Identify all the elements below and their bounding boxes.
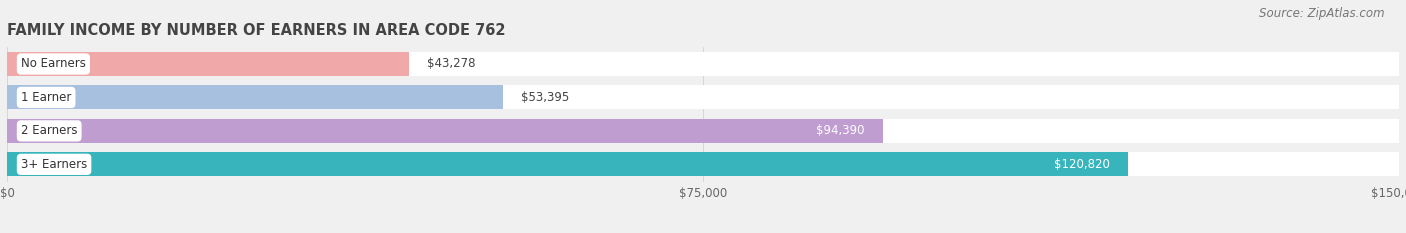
Text: 1 Earner: 1 Earner [21,91,72,104]
Bar [7,52,409,76]
Bar [7,119,883,143]
Text: $43,278: $43,278 [427,58,475,71]
Text: $53,395: $53,395 [522,91,569,104]
Text: FAMILY INCOME BY NUMBER OF EARNERS IN AREA CODE 762: FAMILY INCOME BY NUMBER OF EARNERS IN AR… [7,24,506,38]
Text: No Earners: No Earners [21,58,86,71]
Text: Source: ZipAtlas.com: Source: ZipAtlas.com [1260,7,1385,20]
Bar [7,152,1128,176]
Text: 3+ Earners: 3+ Earners [21,158,87,171]
Text: $94,390: $94,390 [815,124,865,137]
Bar [7,152,1399,176]
Bar [7,86,502,110]
Text: 2 Earners: 2 Earners [21,124,77,137]
Bar [7,52,1399,76]
Bar [7,119,1399,143]
Text: $120,820: $120,820 [1053,158,1109,171]
Bar [7,86,1399,110]
